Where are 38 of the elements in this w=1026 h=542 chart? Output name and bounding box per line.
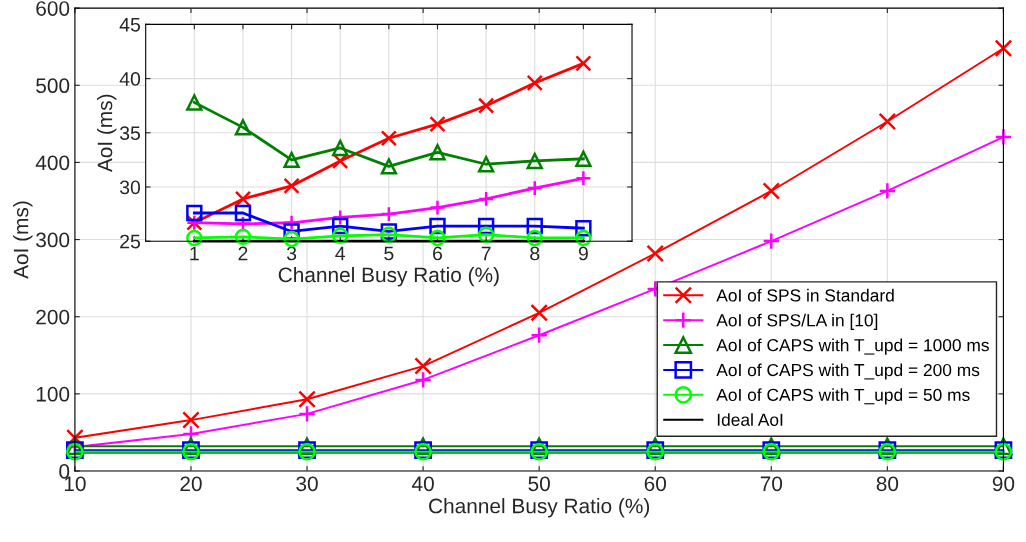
y-tick-label: 35 — [119, 126, 141, 141]
legend-label: Ideal AoI — [717, 413, 783, 426]
x-tick-label: 6 — [433, 246, 443, 261]
x-tick-label: 90 — [992, 476, 1015, 492]
legend-label: AoI of SPS in Standard — [716, 288, 894, 302]
y-tick-label: 500 — [36, 78, 70, 94]
legend-label: AoI of CAPS with T_upd = 50 ms — [716, 388, 970, 405]
x-tick-label: 9 — [578, 246, 588, 261]
x-axis-title: Channel Busy Ratio (%) — [278, 266, 499, 287]
y-tick-label: 300 — [36, 232, 70, 248]
x-tick-label: 4 — [335, 246, 346, 261]
y-tick-label: 45 — [119, 18, 141, 32]
y-tick-label: 600 — [36, 1, 70, 16]
x-tick-label: 20 — [180, 476, 202, 492]
x-tick-label: 1 — [190, 246, 199, 261]
x-tick-label: 8 — [530, 246, 540, 261]
x-tick-label: 60 — [644, 476, 666, 492]
legend-label: AoI of SPS/LA in [10] — [716, 313, 878, 330]
x-tick-label: 3 — [286, 246, 297, 261]
y-tick-label: 400 — [35, 155, 70, 171]
x-tick-label: 80 — [876, 476, 899, 492]
x-axis-title: Channel Busy Ratio (%) — [429, 498, 650, 518]
y-tick-label: 25 — [120, 234, 141, 249]
x-tick-label: 70 — [760, 476, 783, 492]
y-axis-title: AoI (ms) — [97, 94, 117, 173]
legend-label: AoI of CAPS with T_upd = 1000 ms — [716, 338, 989, 355]
y-tick-label: 100 — [36, 386, 70, 402]
x-tick-label: 5 — [384, 246, 394, 261]
y-tick-label: 200 — [36, 309, 70, 325]
x-tick-label: 40 — [411, 476, 434, 492]
x-tick-label: 30 — [296, 476, 318, 492]
y-tick-label: 40 — [119, 72, 141, 86]
y-axis-title: AoI (ms) — [13, 201, 33, 279]
legend-label: AoI of CAPS with T_upd = 200 ms — [716, 363, 980, 380]
x-tick-label: 7 — [481, 246, 491, 261]
x-tick-label: 50 — [528, 476, 550, 492]
x-tick-label: 2 — [238, 246, 248, 261]
y-tick-label: 30 — [119, 180, 141, 195]
